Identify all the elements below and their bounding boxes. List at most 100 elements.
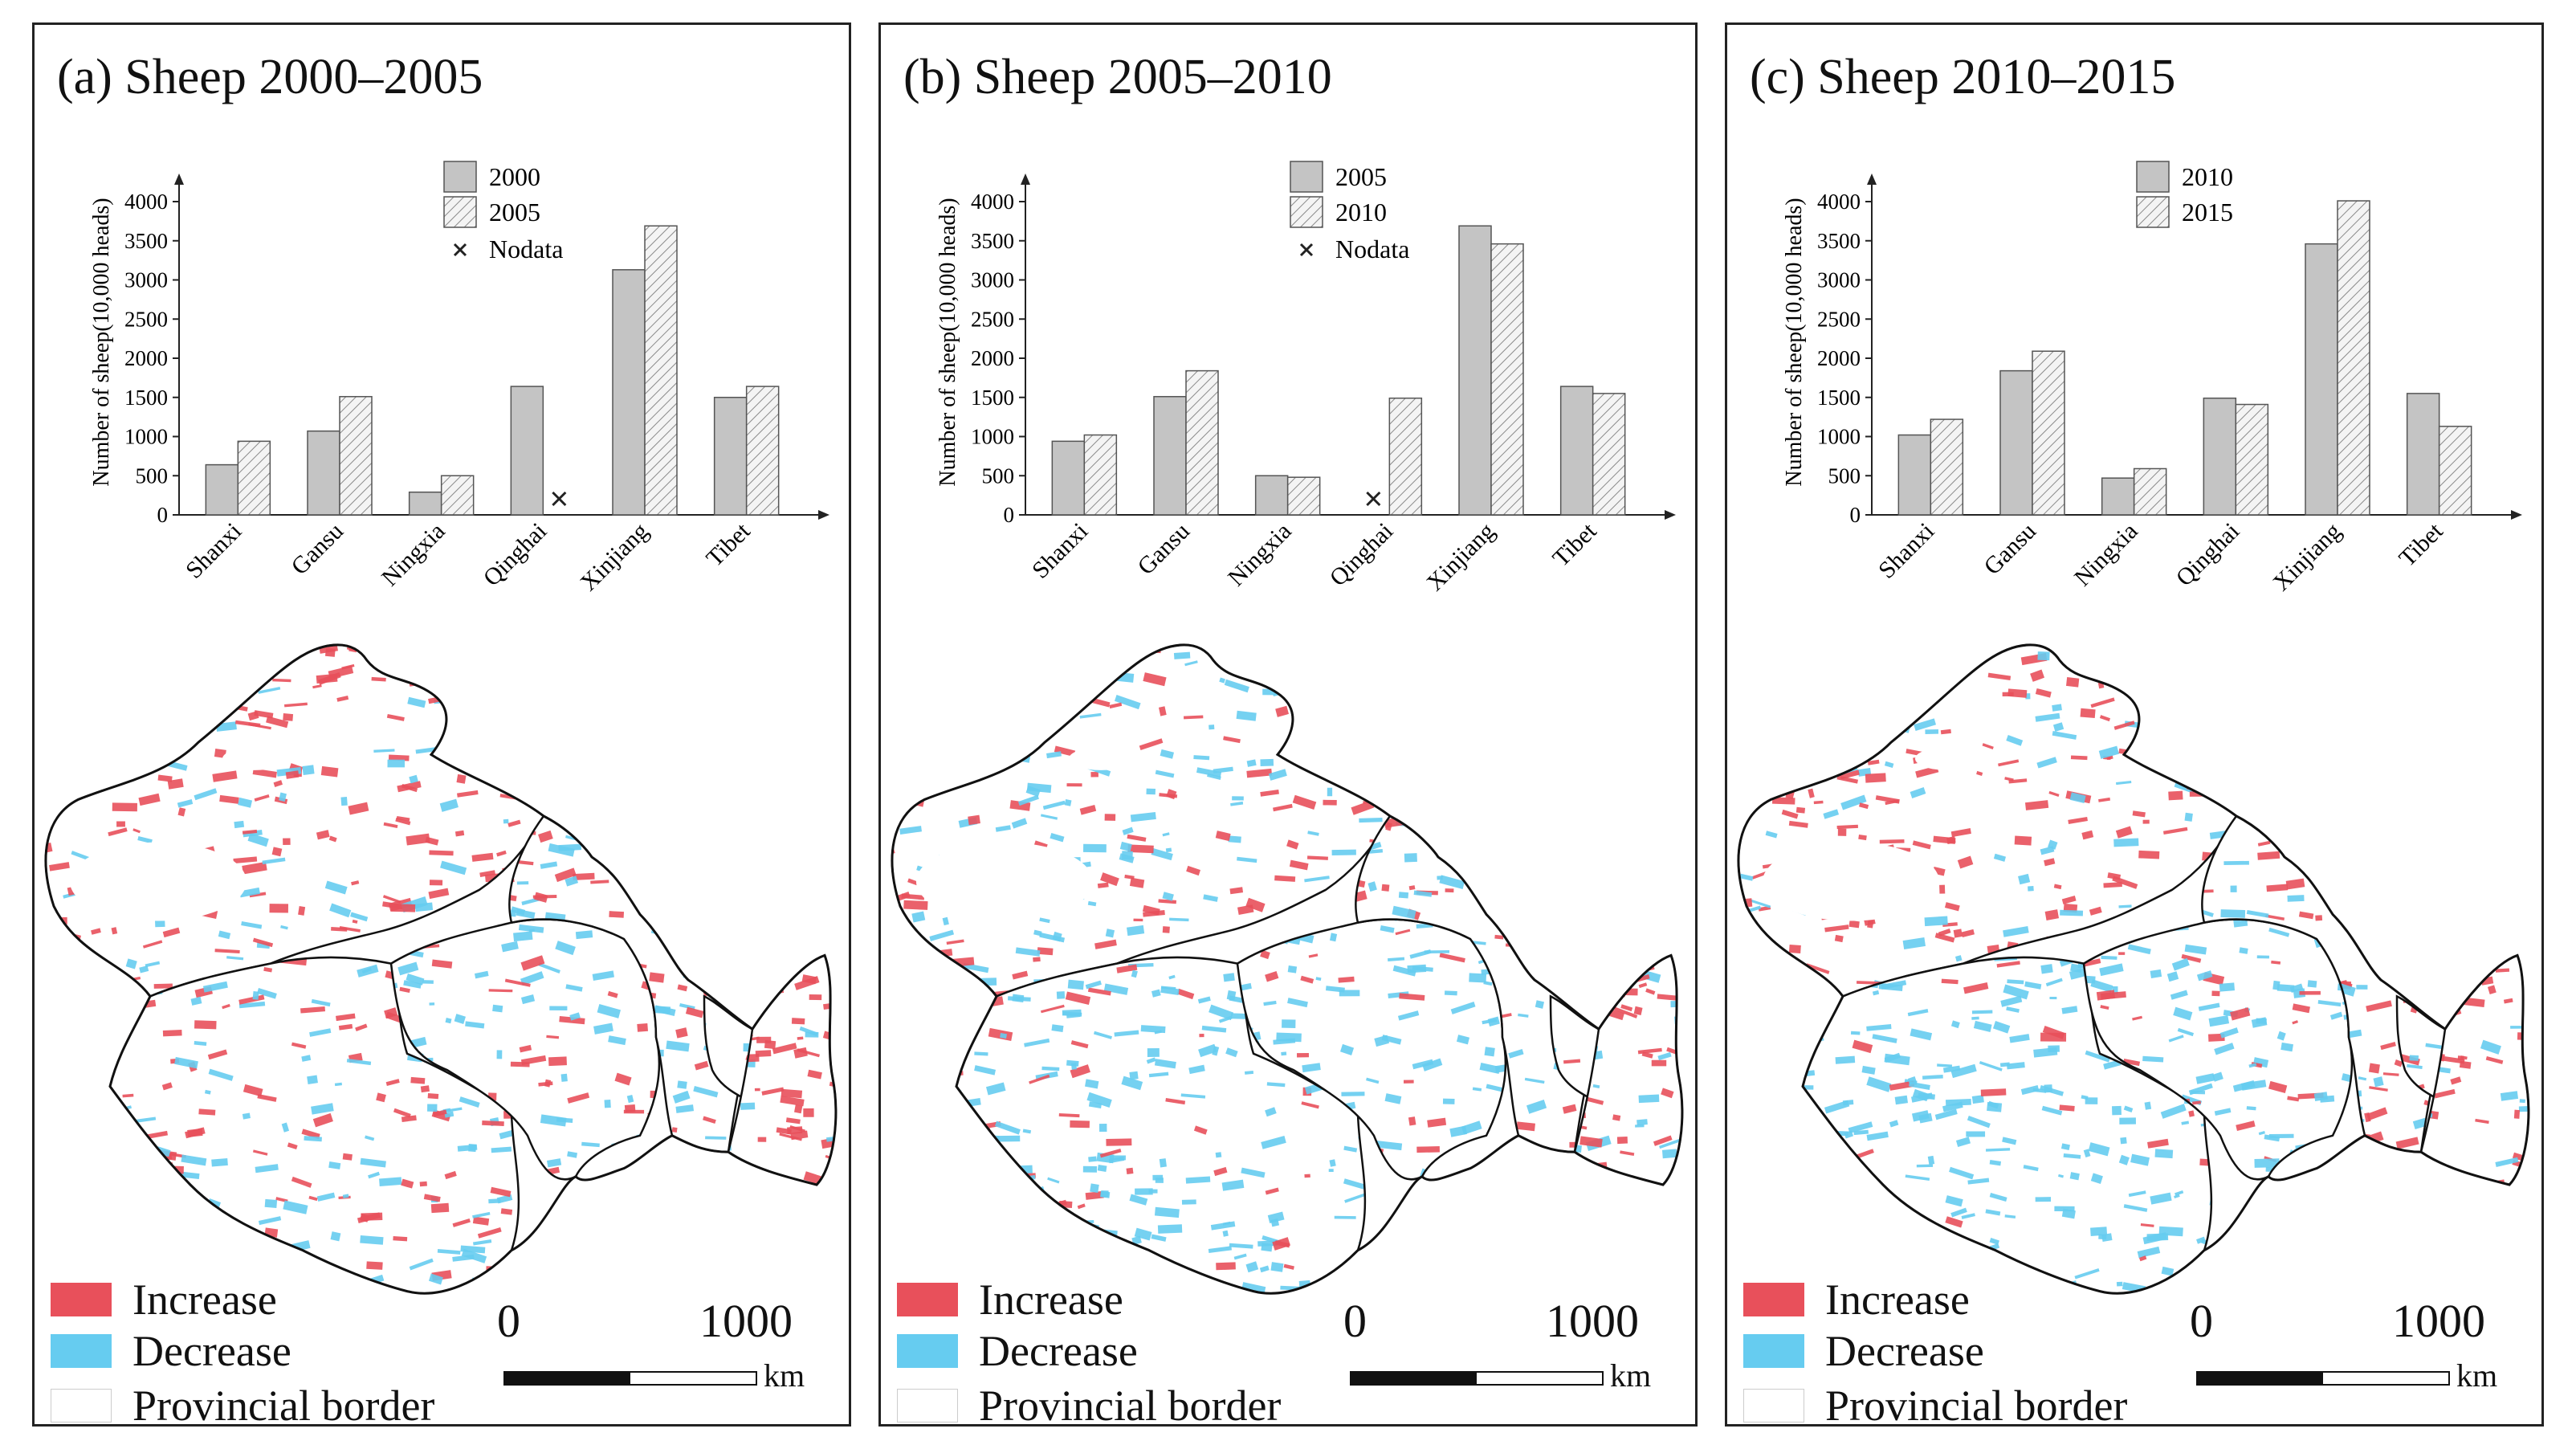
x-tick-label: Xinjiang [575, 518, 654, 597]
bar-2010-gansu [1999, 369, 2033, 516]
y-tick-label: 4000 [124, 190, 168, 214]
scale-unit: km [1610, 1357, 1652, 1394]
bar-2010-tibet [1592, 393, 1626, 516]
bar-2015-ningxia [2133, 467, 2167, 516]
bar-2005-gansu [339, 396, 373, 516]
y-tick-label: 1000 [1817, 425, 1861, 449]
bar-2010-xinjiang [1490, 243, 1524, 516]
border-swatch [1743, 1389, 1804, 1422]
legend-label: 2005 [1335, 162, 1387, 191]
x-tick-label: Xinjiang [1421, 518, 1500, 597]
y-tick-label: 4000 [1817, 190, 1861, 214]
x-tick-label: Qinghai [479, 518, 552, 592]
bar-2005-tibet [745, 386, 780, 516]
bar-2000-xinjiang [612, 269, 646, 516]
legend-swatch [443, 161, 477, 193]
legend-swatch [443, 196, 477, 228]
y-axis-arrow [174, 173, 184, 185]
legend-label: Nodata [1335, 235, 1409, 263]
x-tick-label: Xinjiang [2268, 518, 2346, 597]
bar-2000-tibet [713, 397, 748, 516]
bar-2015-xinjiang [2337, 200, 2370, 516]
increase-swatch [897, 1283, 958, 1316]
x-axis-arrow [818, 510, 829, 520]
y-tick-label: 3000 [1817, 268, 1861, 292]
legend-decrease: Decrease [51, 1327, 291, 1375]
legend-decrease-label: Decrease [132, 1327, 291, 1375]
legend-decrease: Decrease [1743, 1327, 1984, 1375]
y-tick-label: 3500 [971, 229, 1014, 253]
legend-decrease-label: Decrease [979, 1327, 1138, 1375]
bar-2010-qinghai [2203, 397, 2237, 516]
bar-chart: 0 500 1000 1500 2000 2500 3000 3500 4000 Number o… [935, 161, 1676, 597]
y-axis-label: Number of sheep(10,000 heads) [1782, 198, 1807, 486]
y-axis-label: Number of sheep(10,000 heads) [935, 198, 960, 486]
bar-2010-shanxi [1897, 434, 1932, 516]
y-tick-label: 0 [1850, 503, 1861, 527]
x-tick-label: Qinghai [2171, 518, 2245, 592]
map-outline [1737, 643, 2530, 1295]
legend-nodata-marker [453, 243, 467, 257]
scale-zero: 0 [2190, 1295, 2213, 1347]
x-axis-arrow [2511, 510, 2522, 520]
scale-ruler [1350, 1371, 1604, 1386]
panel-a: (a) Sheep 2000–2005 0 500 1000 1500 2000 2500… [32, 22, 851, 1430]
y-tick-label: 1000 [971, 425, 1014, 449]
y-axis-label: Number of sheep(10,000 heads) [89, 198, 114, 486]
scale-zero: 0 [497, 1295, 520, 1347]
y-tick-label: 500 [1828, 463, 1861, 488]
increase-swatch [1743, 1283, 1804, 1316]
scale-zero: 0 [1343, 1295, 1367, 1347]
legend-increase: Increase [51, 1276, 277, 1324]
bar-chart: 0 500 1000 1500 2000 2500 3000 3500 4000 Number o… [89, 161, 829, 597]
panel-title: (c) Sheep 2010–2015 [1750, 50, 2176, 104]
legend-border-label: Provincial border [132, 1382, 435, 1430]
bar-2010-qinghai [1388, 397, 1423, 516]
scale-unit: km [2456, 1357, 2498, 1394]
y-tick-label: 2500 [1817, 307, 1861, 331]
legend-border: Provincial border [897, 1382, 1281, 1430]
xinjiang-region [892, 644, 1390, 997]
decrease-swatch [51, 1334, 112, 1368]
y-tick-label: 3000 [124, 268, 168, 292]
scale-bar: 0 1000 km [1343, 1294, 1687, 1422]
legend-swatch [2136, 196, 2170, 228]
bar-2015-qinghai [2235, 403, 2269, 516]
x-axis-arrow [1665, 510, 1676, 520]
legend-label: 2000 [489, 162, 540, 191]
x-tick-label: Ningxia [377, 518, 450, 592]
y-tick-label: 2500 [971, 307, 1014, 331]
x-tick-label: Ningxia [2069, 518, 2143, 592]
legend-label: Nodata [489, 235, 563, 263]
x-tick-label: Shanxi [1873, 518, 1939, 584]
y-tick-label: 1000 [124, 425, 168, 449]
x-tick-label: Gansu [1132, 518, 1195, 581]
bar-2010-gansu [1185, 369, 1219, 516]
map-outline [44, 643, 838, 1295]
y-tick-label: 2500 [124, 307, 168, 331]
bar-2010-tibet [2406, 393, 2440, 516]
bar-2010-shanxi [1083, 434, 1118, 516]
border-swatch [897, 1389, 958, 1422]
bar-2015-gansu [2032, 350, 2065, 516]
border-swatch [51, 1389, 112, 1422]
y-tick-label: 3500 [1817, 229, 1861, 253]
bar-2000-shanxi [205, 463, 239, 516]
decrease-swatch [897, 1334, 958, 1368]
x-tick-label: Shanxi [181, 518, 247, 584]
bar-2010-xinjiang [2305, 243, 2338, 516]
y-tick-label: 2000 [124, 346, 168, 370]
y-tick-label: 1500 [971, 386, 1014, 410]
change-map [44, 643, 838, 1295]
legend-increase: Increase [897, 1276, 1123, 1324]
legend-increase-label: Increase [132, 1276, 277, 1324]
legend-border: Provincial border [1743, 1382, 2127, 1430]
legend-increase: Increase [1743, 1276, 1970, 1324]
y-tick-label: 3000 [971, 268, 1014, 292]
x-tick-label: Tibet [2394, 517, 2448, 572]
scale-max: 1000 [2392, 1295, 2485, 1347]
bar-2005-ningxia [440, 475, 475, 516]
scale-max: 1000 [1546, 1295, 1639, 1347]
legend-increase-label: Increase [1825, 1276, 1970, 1324]
scale-max: 1000 [699, 1295, 793, 1347]
